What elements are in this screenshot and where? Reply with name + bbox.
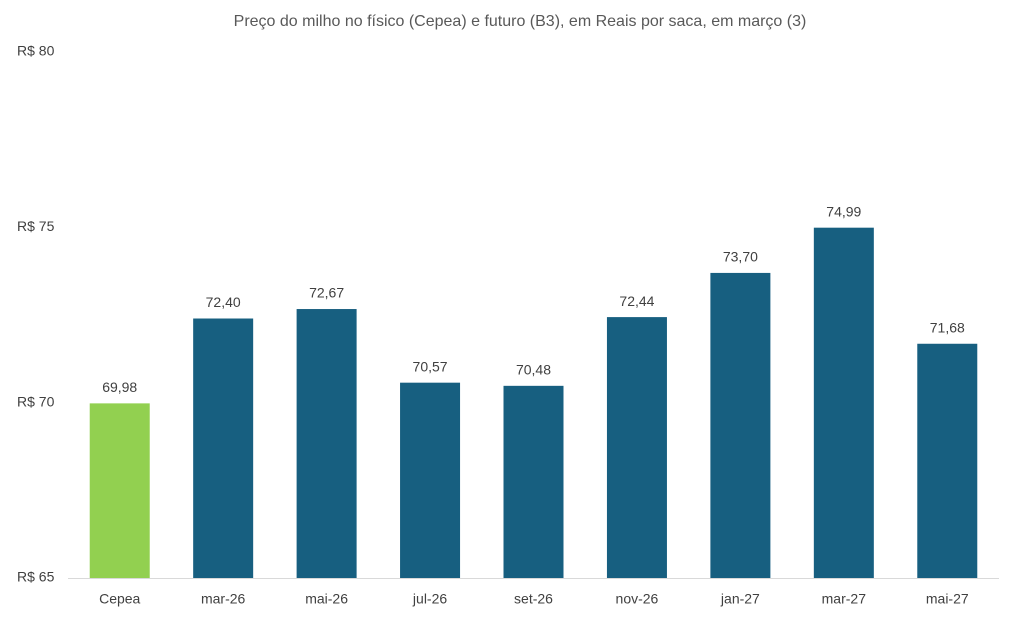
bar bbox=[296, 309, 357, 578]
bar bbox=[503, 385, 564, 578]
bar bbox=[606, 317, 667, 578]
data-label: 70,48 bbox=[516, 362, 551, 378]
y-tick-label: R$ 70 bbox=[17, 393, 55, 409]
y-tick-label: R$ 65 bbox=[17, 569, 55, 585]
x-tick-label: mar-27 bbox=[822, 591, 867, 607]
bar bbox=[400, 382, 461, 578]
data-label: 69,98 bbox=[102, 379, 137, 395]
x-tick-label: jan-27 bbox=[720, 591, 760, 607]
bar bbox=[917, 343, 978, 578]
data-label: 73,70 bbox=[723, 249, 758, 265]
bar bbox=[813, 227, 874, 578]
bar bbox=[193, 318, 254, 578]
x-tick-label: mai-27 bbox=[926, 591, 969, 607]
x-tick-label: Cepea bbox=[99, 591, 140, 607]
data-label: 72,40 bbox=[206, 294, 241, 310]
bar bbox=[89, 403, 150, 578]
data-label: 72,67 bbox=[309, 285, 344, 301]
y-tick-label: R$ 75 bbox=[17, 218, 55, 234]
bar bbox=[710, 272, 771, 578]
x-tick-label: jul-26 bbox=[412, 591, 447, 607]
data-label: 74,99 bbox=[826, 203, 861, 219]
chart-title: Preço do milho no físico (Cepea) e futur… bbox=[234, 13, 807, 30]
y-tick-label: R$ 80 bbox=[17, 43, 55, 59]
data-label: 70,57 bbox=[413, 358, 448, 374]
x-tick-label: mar-26 bbox=[201, 591, 246, 607]
data-label: 72,44 bbox=[619, 293, 654, 309]
x-tick-label: set-26 bbox=[514, 591, 553, 607]
data-label: 71,68 bbox=[930, 319, 965, 335]
x-tick-label: nov-26 bbox=[616, 591, 659, 607]
x-tick-label: mai-26 bbox=[305, 591, 348, 607]
